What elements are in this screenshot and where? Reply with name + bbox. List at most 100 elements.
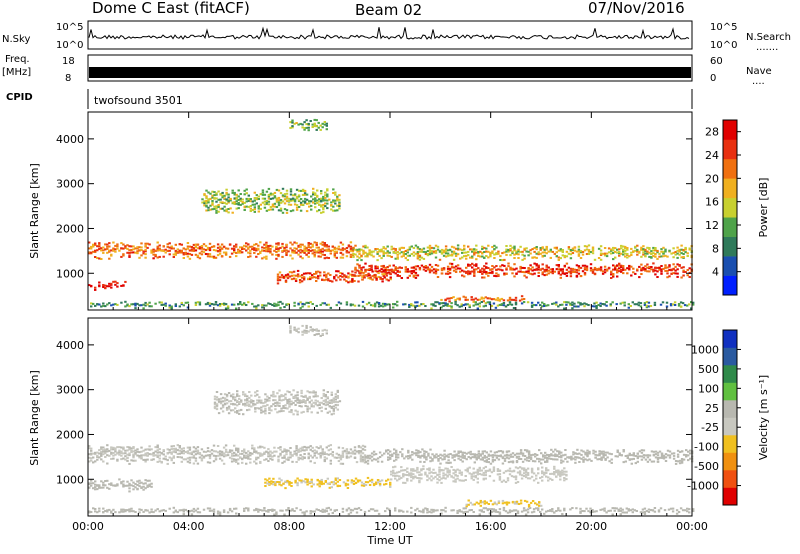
data-cell xyxy=(255,255,258,258)
data-cell xyxy=(390,473,393,476)
data-cell xyxy=(299,203,303,206)
data-cell xyxy=(519,449,523,452)
data-cell xyxy=(498,477,502,480)
data-cell xyxy=(341,243,345,246)
data-cell xyxy=(249,245,252,248)
data-cell xyxy=(174,305,178,308)
data-cell xyxy=(588,450,591,453)
data-cell xyxy=(224,450,228,453)
data-cell xyxy=(295,242,298,245)
data-cell xyxy=(156,256,159,259)
data-cell xyxy=(300,276,304,279)
data-cell xyxy=(438,470,441,473)
data-cell xyxy=(378,483,382,486)
data-cell xyxy=(334,191,337,194)
data-cell xyxy=(428,253,432,256)
data-cell xyxy=(652,255,655,258)
data-cell xyxy=(527,450,531,453)
data-cell xyxy=(680,460,684,463)
data-cell xyxy=(457,455,460,458)
data-cell xyxy=(444,255,448,258)
data-cell xyxy=(102,511,105,514)
data-cell xyxy=(598,450,601,453)
data-cell xyxy=(96,245,99,248)
data-cell xyxy=(264,485,267,488)
data-cell xyxy=(222,452,226,455)
data-cell xyxy=(124,452,127,455)
data-cell xyxy=(632,457,636,460)
data-cell xyxy=(112,446,115,449)
data-cell xyxy=(538,504,541,507)
data-cell xyxy=(291,243,294,246)
data-cell xyxy=(206,248,210,251)
data-cell xyxy=(299,508,302,511)
data-cell xyxy=(132,251,135,254)
data-cell xyxy=(330,201,333,204)
data-cell xyxy=(253,191,257,194)
data-cell xyxy=(402,251,406,254)
data-cell xyxy=(599,268,603,271)
data-cell xyxy=(214,455,218,458)
data-cell xyxy=(256,399,259,402)
data-cell xyxy=(106,462,109,465)
data-cell xyxy=(232,393,235,396)
data-cell xyxy=(198,246,202,249)
data-cell xyxy=(432,247,436,250)
data-cell xyxy=(307,126,310,129)
data-cell xyxy=(148,483,151,486)
data-cell xyxy=(516,471,520,474)
data-cell xyxy=(267,510,270,513)
data-cell xyxy=(602,450,605,453)
data-cell xyxy=(430,246,434,249)
data-cell xyxy=(313,118,316,121)
data-cell xyxy=(307,129,310,132)
data-cell xyxy=(460,473,463,476)
data-cell xyxy=(565,262,569,265)
data-cell xyxy=(507,265,510,268)
data-cell xyxy=(351,273,354,276)
data-cell xyxy=(483,460,487,463)
data-cell xyxy=(533,250,536,253)
data-cell xyxy=(202,450,206,453)
data-cell xyxy=(577,250,581,253)
data-cell xyxy=(283,193,287,196)
data-cell xyxy=(212,510,216,513)
data-cell xyxy=(246,409,249,412)
data-cell xyxy=(446,272,450,275)
data-cell xyxy=(565,473,568,476)
data-cell xyxy=(261,304,264,307)
data-cell xyxy=(196,256,200,259)
data-cell xyxy=(444,467,447,470)
data-cell xyxy=(687,450,690,453)
data-cell xyxy=(200,253,204,256)
data-cell xyxy=(469,272,472,275)
data-cell xyxy=(203,204,206,207)
data-cell xyxy=(196,511,200,514)
data-cell xyxy=(523,458,527,461)
data-cell xyxy=(477,502,481,505)
data-cell xyxy=(222,251,226,254)
data-cell xyxy=(492,469,496,472)
data-cell xyxy=(396,253,399,256)
data-cell xyxy=(400,255,404,258)
data-cell xyxy=(305,324,308,327)
data-cell xyxy=(284,279,288,282)
data-cell xyxy=(483,456,487,459)
data-cell xyxy=(290,393,293,396)
data-cell xyxy=(464,475,467,478)
data-cell xyxy=(511,500,515,503)
data-cell xyxy=(577,305,580,308)
data-cell xyxy=(622,250,625,253)
data-cell xyxy=(444,477,447,480)
data-cell xyxy=(241,202,244,205)
data-cell xyxy=(293,241,296,244)
data-cell xyxy=(428,269,432,272)
data-cell xyxy=(406,478,409,481)
data-cell xyxy=(239,203,242,206)
data-cell xyxy=(612,249,615,252)
nsearch-tick-top: 10^5 xyxy=(710,22,737,33)
data-cell xyxy=(616,275,619,278)
data-cell xyxy=(239,302,242,305)
data-cell xyxy=(120,301,123,304)
data-cell xyxy=(273,304,276,307)
